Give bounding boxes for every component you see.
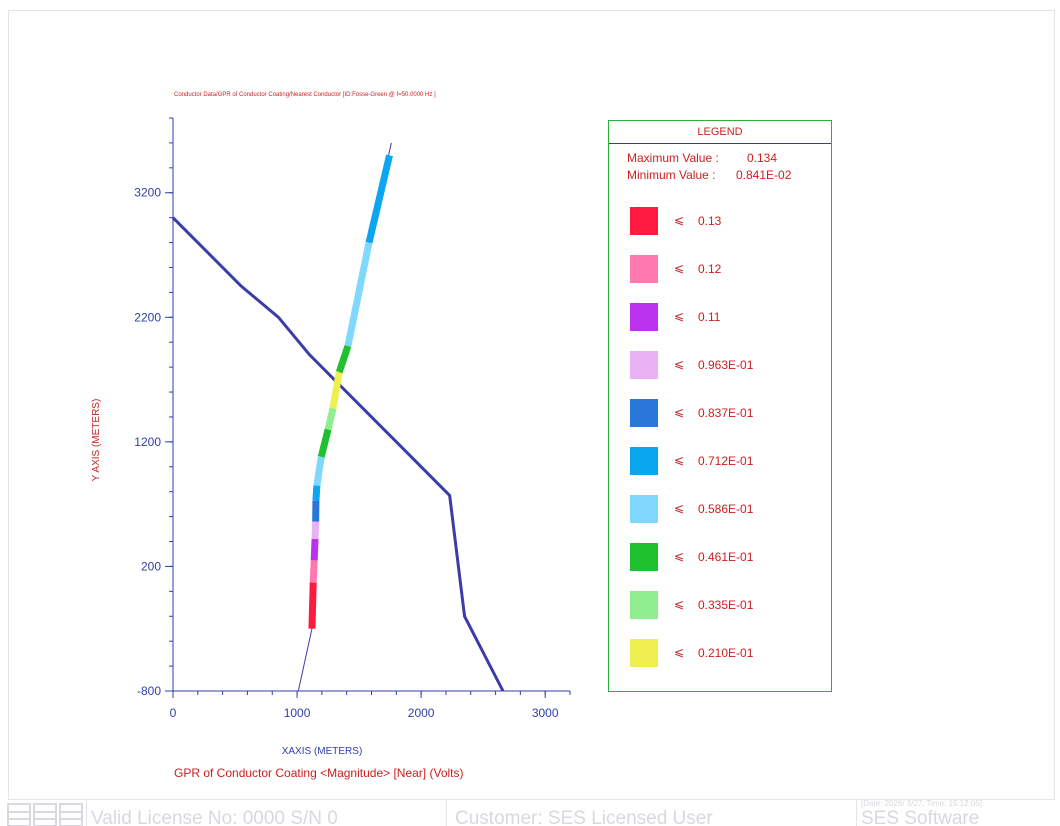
- less-equal-icon: ⩽: [674, 261, 685, 275]
- y-tick-label: 3200: [134, 186, 161, 200]
- chart-title: Conductor Data/GPR of Conductor Coating/…: [174, 92, 436, 98]
- legend-value: 0.13: [698, 214, 722, 228]
- x-tick-label: 1000: [284, 706, 311, 720]
- footer-license: Valid License No: 0000 S/N 0: [91, 808, 338, 826]
- legend-swatch: [630, 207, 658, 235]
- legend-item: ⩽ 0.335E-01: [630, 591, 820, 619]
- gpr-segment: [311, 521, 320, 540]
- gpr-segment: [365, 154, 393, 244]
- legend-value: 0.837E-01: [698, 406, 754, 420]
- x-tick-label: 2000: [408, 706, 435, 720]
- legend-max: Maximum Value : 0.134: [627, 151, 777, 165]
- y-axis-label: Y AXIS (METERS): [91, 399, 102, 482]
- x-tick-label: 0: [170, 706, 177, 720]
- gpr-segment: [335, 344, 352, 374]
- ses-logo-icon: [7, 803, 83, 826]
- gpr-segment: [310, 538, 319, 561]
- less-equal-icon: ⩽: [674, 549, 685, 563]
- gpr-segment: [324, 407, 337, 431]
- gpr-segment: [317, 428, 332, 458]
- legend-value: 0.11: [698, 310, 721, 324]
- gpr-segment: [329, 371, 343, 409]
- legend-item: ⩽ 0.586E-01: [630, 495, 820, 523]
- footer-bar: Valid License No: 0000 S/N 0 Customer: S…: [0, 800, 1060, 826]
- legend-value: 0.12: [698, 262, 722, 276]
- footer-company: SES Software: [861, 808, 980, 826]
- legend-min: Minimum Value : 0.841E-02: [627, 168, 791, 182]
- legend-item: ⩽ 0.12: [630, 255, 820, 283]
- legend-swatch: [630, 351, 658, 379]
- gpr-segment: [312, 485, 321, 501]
- less-equal-icon: ⩽: [674, 453, 685, 467]
- legend-value: 0.586E-01: [698, 502, 754, 516]
- legend-swatch: [630, 543, 658, 571]
- legend-panel: LEGEND Maximum Value : 0.134 Minimum Val…: [608, 120, 832, 692]
- footer-software-cell: [Date: 2026/ 3/27, Time: 15:12:05] SES S…: [856, 800, 1060, 826]
- legend-swatch: [630, 447, 658, 475]
- legend-item: ⩽ 0.11: [630, 303, 820, 331]
- footer-date: [Date: 2026/ 3/27, Time: 15:12:05]: [861, 800, 982, 808]
- less-equal-icon: ⩽: [674, 645, 685, 659]
- legend-item: ⩽ 0.963E-01: [630, 351, 820, 379]
- less-equal-icon: ⩽: [674, 213, 685, 227]
- legend-swatch: [630, 591, 658, 619]
- footer-customer: Customer: SES Licensed User: [455, 808, 713, 826]
- plot-frame: [8, 10, 1055, 800]
- legend-swatch: [630, 639, 658, 667]
- axes: 0 1000 2000 3000 -800 200 1200 2200 3200: [134, 117, 571, 720]
- conductor-line-1: [171, 216, 505, 692]
- series-layer: [171, 142, 505, 692]
- gpr-segment: [308, 582, 317, 629]
- less-equal-icon: ⩽: [674, 357, 685, 371]
- legend-swatch: [630, 255, 658, 283]
- legend-value: 0.712E-01: [698, 454, 754, 468]
- footer-license-cell: Valid License No: 0000 S/N 0: [86, 800, 447, 826]
- legend-max-value: 0.134: [747, 151, 778, 165]
- x-tick-label: 3000: [532, 706, 559, 720]
- less-equal-icon: ⩽: [674, 501, 685, 515]
- y-tick-label: 1200: [134, 435, 161, 449]
- gpr-segment: [313, 456, 325, 486]
- legend-min-label: Minimum Value :: [627, 168, 716, 182]
- legend-value: 0.210E-01: [698, 646, 754, 660]
- legend-max-label: Maximum Value :: [627, 151, 719, 165]
- legend-item: ⩽ 0.837E-01: [630, 399, 820, 427]
- legend-item: ⩽ 0.461E-01: [630, 543, 820, 571]
- gpr-segment: [309, 560, 318, 583]
- gpr-segment: [344, 241, 373, 347]
- less-equal-icon: ⩽: [674, 309, 685, 323]
- legend-min-value: 0.841E-02: [736, 168, 792, 182]
- less-equal-icon: ⩽: [674, 597, 685, 611]
- legend-item: ⩽ 0.210E-01: [630, 639, 820, 667]
- legend-value: 0.963E-01: [698, 358, 754, 372]
- x-axis-label: XAXIS (METERS): [282, 746, 363, 757]
- chart-subtitle: GPR of Conductor Coating <Magnitude> [Ne…: [174, 766, 463, 780]
- y-tick-label: -800: [137, 684, 161, 698]
- legend-value: 0.461E-01: [698, 550, 754, 564]
- legend-item: ⩽ 0.712E-01: [630, 447, 820, 475]
- chart-canvas: Conductor Data/GPR of Conductor Coating/…: [91, 92, 571, 780]
- legend-swatch: [630, 399, 658, 427]
- footer-customer-cell: Customer: SES Licensed User: [446, 800, 857, 826]
- y-tick-label: 200: [141, 559, 161, 573]
- legend-value: 0.335E-01: [698, 598, 754, 612]
- less-equal-icon: ⩽: [674, 405, 685, 419]
- y-tick-label: 2200: [134, 310, 161, 324]
- legend-swatch: [630, 303, 658, 331]
- legend-swatch: [630, 495, 658, 523]
- legend-item: ⩽ 0.13: [630, 207, 820, 235]
- legend-title: LEGEND: [609, 121, 831, 144]
